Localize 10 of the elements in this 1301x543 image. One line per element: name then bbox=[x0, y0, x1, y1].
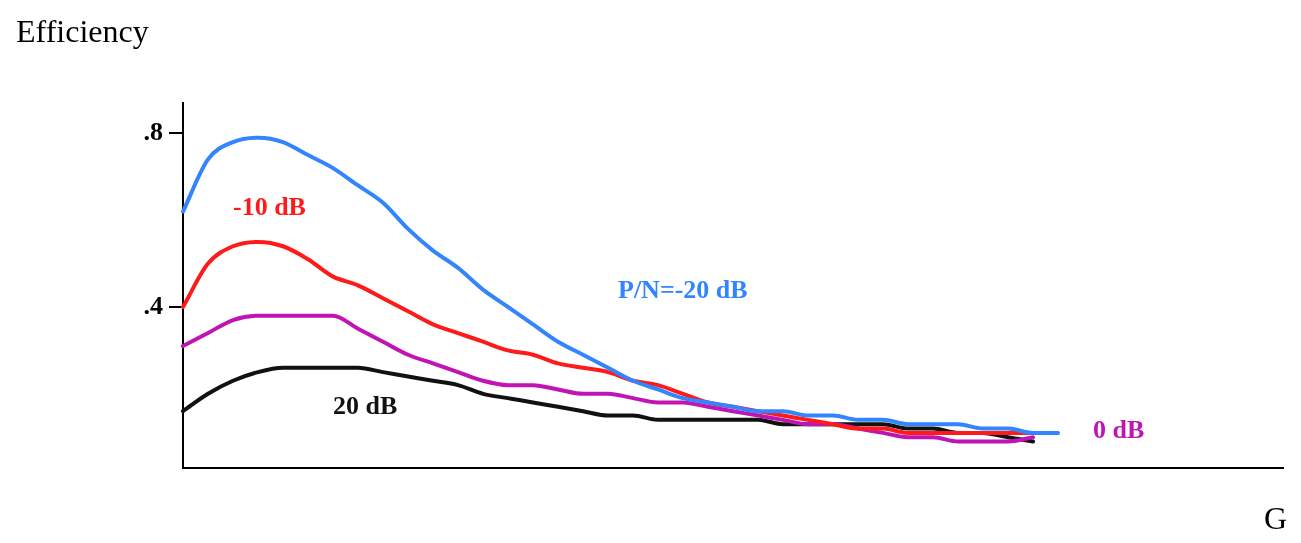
y-tick-label: .4 bbox=[143, 290, 163, 320]
y-axis-title: Efficiency bbox=[16, 13, 149, 50]
text: 0 dB bbox=[1093, 414, 1145, 444]
line-series bbox=[181, 313, 1035, 444]
series-label: 20 dB bbox=[333, 391, 398, 421]
text: P/N=-20 dB bbox=[618, 275, 748, 305]
line-series bbox=[181, 135, 1060, 435]
y-tick-label: .8 bbox=[143, 117, 163, 147]
series-label: -10 dB bbox=[233, 191, 306, 221]
x-axis-title: G bbox=[1263, 500, 1287, 537]
